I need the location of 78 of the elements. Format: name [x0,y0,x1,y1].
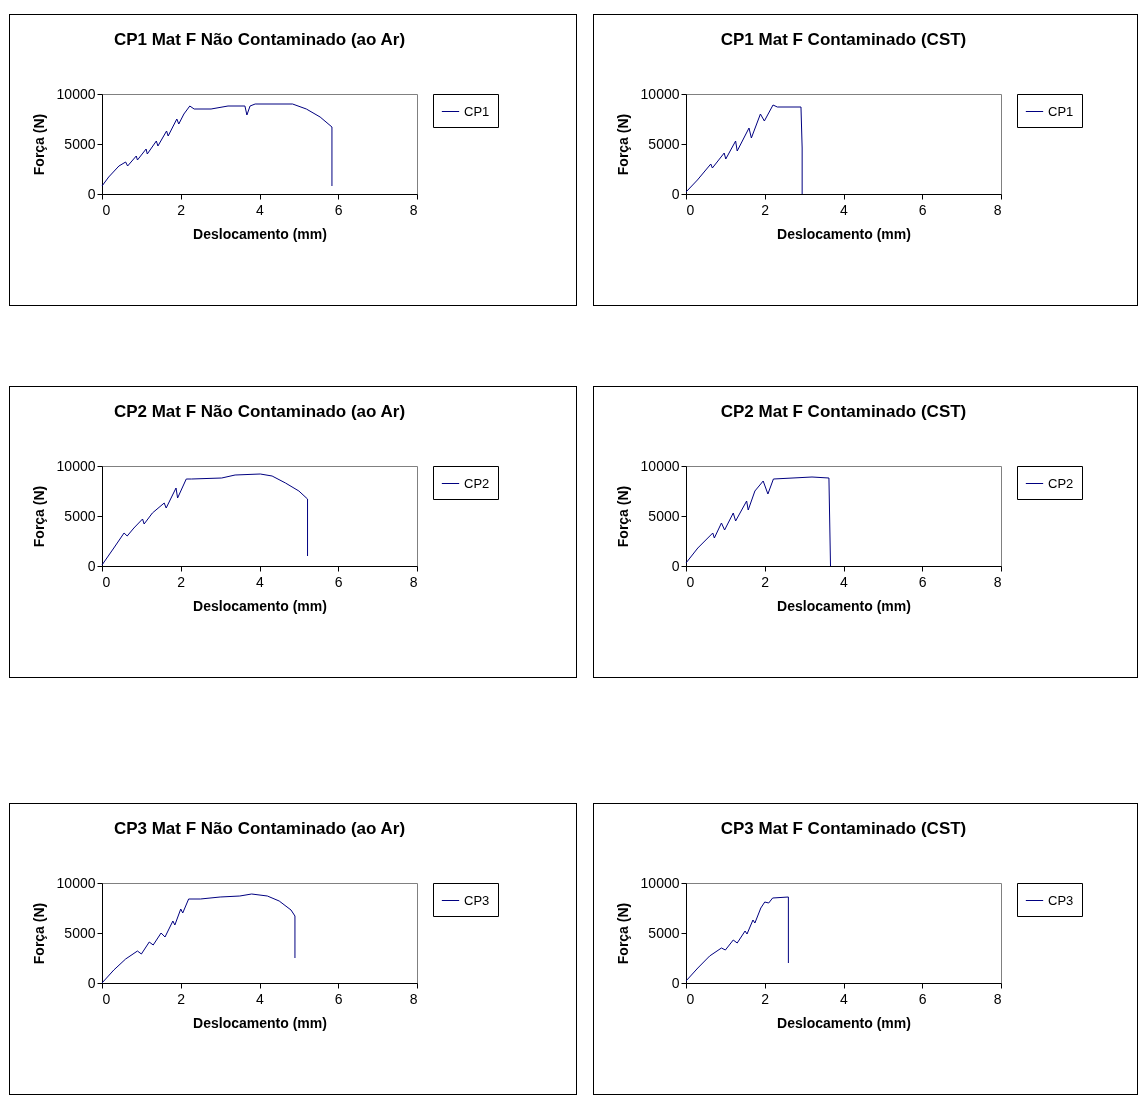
x-tick-label: 0 [686,990,695,1007]
y-tick-label: 5000 [648,507,680,524]
x-tick-label: 0 [686,201,695,218]
legend-label: CP2 [1048,475,1074,491]
x-tick-label: 0 [686,573,695,590]
y-tick-label: 10000 [640,874,680,891]
x-tick-label: 8 [409,201,418,218]
x-tick-label: 6 [918,573,927,590]
y-axis-title: Força (N) [30,902,47,965]
y-tick-label: 0 [671,974,680,991]
y-axis-title: Força (N) [30,113,47,176]
x-axis-title: Deslocamento (mm) [193,1014,327,1031]
x-axis-title: Deslocamento (mm) [777,1014,911,1031]
y-axis-title: Força (N) [614,113,631,176]
y-tick-label: 10000 [56,85,96,102]
y-tick-label: 10000 [640,457,680,474]
y-tick-label: 0 [87,557,96,574]
chart-title: CP3 Mat F Não Contaminado (ao Ar) [113,819,406,838]
y-tick-label: 10000 [56,457,96,474]
x-tick-label: 6 [334,573,343,590]
y-tick-label: 0 [87,974,96,991]
legend-label: CP1 [464,103,490,119]
line-series [685,104,803,195]
line-series [685,476,832,567]
x-tick-label: 0 [102,201,111,218]
y-tick-label: 10000 [56,874,96,891]
x-tick-label: 4 [840,573,849,590]
chart-title: CP1 Mat F Contaminado (CST) [720,30,967,49]
y-tick-label: 5000 [64,135,96,152]
x-tick-label: 4 [256,990,265,1007]
x-tick-label: 2 [761,990,770,1007]
x-tick-label: 2 [177,990,186,1007]
y-tick-label: 0 [671,557,680,574]
legend-label: CP1 [1048,103,1074,119]
x-tick-label: 2 [177,573,186,590]
x-axis-title: Deslocamento (mm) [777,225,911,242]
y-tick-label: 0 [671,185,680,202]
x-tick-label: 4 [840,201,849,218]
line-series [101,473,309,566]
x-tick-label: 6 [334,990,343,1007]
x-tick-label: 2 [761,201,770,218]
line-series [101,103,333,187]
y-axis-title: Força (N) [30,485,47,548]
line-series [101,893,296,984]
x-tick-label: 0 [102,573,111,590]
x-tick-label: 8 [993,990,1002,1007]
legend-label: CP3 [464,892,490,908]
x-tick-label: 4 [256,573,265,590]
x-tick-label: 4 [840,990,849,1007]
x-tick-label: 8 [993,573,1002,590]
chart-title: CP2 Mat F Contaminado (CST) [720,402,967,421]
y-tick-label: 10000 [640,85,680,102]
x-tick-label: 4 [256,201,265,218]
y-axis-title: Força (N) [614,485,631,548]
x-tick-label: 6 [918,201,927,218]
y-tick-label: 0 [87,185,96,202]
x-tick-label: 8 [409,990,418,1007]
legend-label: CP2 [464,475,490,491]
x-tick-label: 6 [918,990,927,1007]
chart-title: CP3 Mat F Contaminado (CST) [720,819,967,838]
x-tick-label: 2 [177,201,186,218]
x-tick-label: 8 [409,573,418,590]
x-axis-title: Deslocamento (mm) [777,597,911,614]
y-axis-title: Força (N) [614,902,631,965]
x-axis-title: Deslocamento (mm) [193,597,327,614]
x-tick-label: 2 [761,573,770,590]
x-tick-label: 0 [102,990,111,1007]
y-tick-label: 5000 [64,507,96,524]
x-axis-title: Deslocamento (mm) [193,225,327,242]
chart-title: CP2 Mat F Não Contaminado (ao Ar) [113,402,406,421]
x-tick-label: 6 [334,201,343,218]
chart-title: CP1 Mat F Não Contaminado (ao Ar) [113,30,406,49]
line-series [685,896,789,982]
x-tick-label: 8 [993,201,1002,218]
y-tick-label: 5000 [648,924,680,941]
legend-label: CP3 [1048,892,1074,908]
y-tick-label: 5000 [648,135,680,152]
y-tick-label: 5000 [64,924,96,941]
